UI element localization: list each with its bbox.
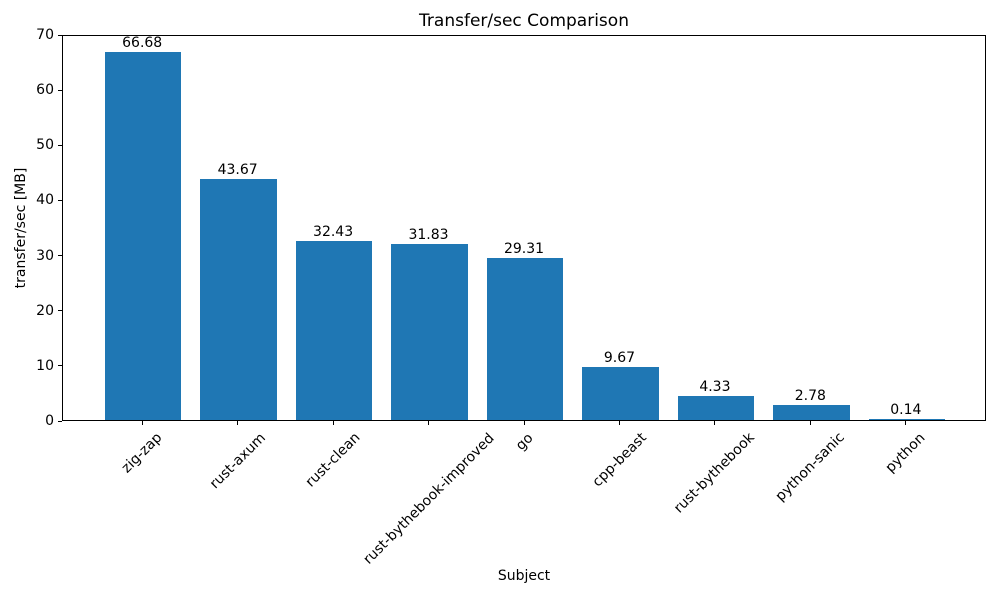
x-tick-mark [332,421,334,425]
bar-rust-bythebook-improved [391,244,468,420]
y-tick-label: 50 [36,137,54,154]
y-tick-label: 70 [36,27,54,43]
bar-value-label: 32.43 [313,224,354,241]
x-tick-mark [809,421,811,425]
y-tick-label: 60 [36,82,54,99]
bar-cpp-beast [582,366,659,420]
bar-value-label: 2.78 [794,387,826,404]
bar-value-label: 29.31 [503,241,545,258]
bar-value-label: 66.68 [122,35,163,52]
bar-value-label: 4.33 [699,379,731,396]
y-tick-mark [58,255,62,257]
y-tick-label: 10 [36,357,54,374]
x-tick-label: zig-zap [118,429,166,477]
x-tick-mark [618,421,620,425]
x-tick-mark [141,421,143,425]
x-tick-label: cpp-beast [589,429,650,491]
y-tick-mark [58,310,62,312]
y-tick-mark [58,144,62,146]
x-tick-mark [714,421,716,425]
y-tick-label: 20 [36,302,54,319]
bar-python [868,419,945,420]
y-axis-label: transfer/sec [MB] [13,167,29,289]
y-tick-mark [58,89,62,91]
y-tick-mark [58,420,62,422]
y-tick-mark [58,365,62,367]
y-tick-mark [58,34,62,36]
x-tick-label: go [512,429,537,454]
y-tick-label: 0 [45,413,54,429]
x-tick-label: rust-bythebook-improved [359,429,498,568]
bar-value-label: 0.14 [890,402,922,419]
bar-zig-zap [105,52,182,420]
x-tick-mark [237,421,239,425]
x-tick-mark [905,421,907,425]
bar-rust-axum [200,179,277,420]
bar-value-label: 31.83 [408,227,449,244]
bar-value-label: 43.67 [217,162,258,179]
y-tick-label: 30 [36,247,54,264]
plot-area [62,35,986,421]
chart-title: Transfer/sec Comparison [419,11,629,31]
x-tick-label: rust-axum [206,430,269,493]
x-tick-mark [428,421,430,425]
x-tick-label: python-sanic [772,429,849,506]
x-tick-label: rust-clean [302,429,364,491]
bar-value-label: 9.67 [603,349,636,366]
bar-go [486,258,564,420]
x-tick-label: rust-bythebook [671,430,759,517]
bar-rust-bythebook [677,396,755,420]
x-axis-label: Subject [497,568,551,584]
bar-python-sanic [773,404,850,420]
x-tick-label: python [882,429,929,476]
y-tick-label: 40 [36,192,54,209]
y-tick-mark [58,199,62,201]
bar-rust-clean [295,241,373,420]
x-tick-mark [523,421,525,425]
